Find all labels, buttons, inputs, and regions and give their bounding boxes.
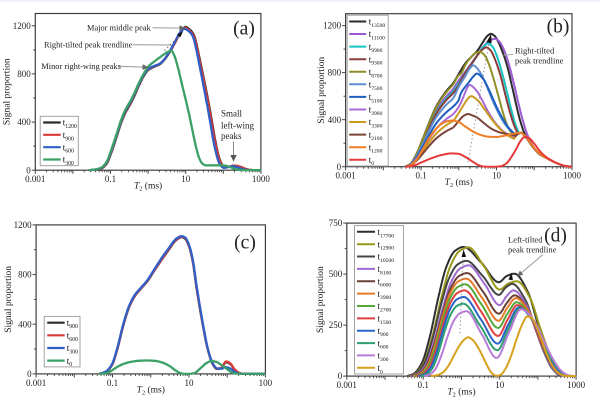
svg-text:Left-tilted: Left-tilted — [508, 234, 543, 244]
svg-text:500: 500 — [329, 269, 343, 279]
svg-text:peaks: peaks — [221, 131, 242, 141]
svg-text:0.1: 0.1 — [105, 174, 116, 184]
svg-text:(a): (a) — [233, 19, 255, 40]
svg-text:100: 100 — [259, 378, 273, 388]
svg-text:0.1: 0.1 — [107, 378, 118, 388]
svg-text:1200: 1200 — [13, 21, 32, 31]
svg-text:0.001: 0.001 — [337, 380, 357, 390]
svg-text:Signal proportion: Signal proportion — [317, 57, 327, 124]
svg-text:0.1: 0.1 — [418, 380, 429, 390]
svg-text:0.001: 0.001 — [25, 174, 45, 184]
svg-text:T2 (ms): T2 (ms) — [447, 387, 475, 399]
svg-text:0.001: 0.001 — [26, 378, 46, 388]
svg-text:1000: 1000 — [252, 174, 271, 184]
svg-text:left-wing: left-wing — [221, 121, 254, 131]
svg-text:Right-tilted: Right-tilted — [515, 46, 555, 56]
svg-text:(b): (b) — [547, 17, 570, 38]
svg-text:(c): (c) — [234, 233, 256, 254]
svg-text:400: 400 — [17, 117, 31, 127]
svg-text:10: 10 — [185, 378, 195, 388]
svg-text:Right-tilted peak trendline: Right-tilted peak trendline — [44, 41, 133, 50]
svg-text:10: 10 — [181, 174, 191, 184]
svg-text:0: 0 — [337, 162, 342, 172]
svg-text:400: 400 — [18, 319, 32, 329]
svg-text:1200: 1200 — [323, 21, 342, 31]
svg-text:T2 (ms): T2 (ms) — [137, 384, 165, 396]
svg-text:10: 10 — [495, 380, 505, 390]
svg-text:Signal proportion: Signal proportion — [4, 266, 14, 333]
svg-text:1000: 1000 — [563, 171, 582, 181]
svg-text:Small: Small — [221, 109, 243, 119]
svg-text:400: 400 — [328, 115, 342, 125]
svg-text:Major middle peak: Major middle peak — [87, 24, 152, 33]
svg-text:Minor right-wing peaks: Minor right-wing peaks — [41, 62, 121, 71]
svg-text:250: 250 — [329, 320, 343, 330]
svg-text:peak trendline: peak trendline — [515, 56, 564, 66]
svg-text:0: 0 — [27, 369, 32, 379]
svg-text:Signal proportion: Signal proportion — [3, 58, 13, 125]
svg-text:peak trendline: peak trendline — [508, 244, 557, 254]
svg-text:0: 0 — [26, 165, 31, 175]
svg-text:0: 0 — [338, 371, 343, 381]
svg-text:750: 750 — [329, 218, 343, 228]
svg-text:(d): (d) — [544, 225, 567, 246]
svg-text:1000: 1000 — [567, 380, 586, 390]
svg-text:1200: 1200 — [14, 220, 33, 230]
svg-text:0.1: 0.1 — [415, 171, 426, 181]
svg-text:Signal proportion: Signal proportion — [316, 266, 326, 333]
svg-text:T2 (ms): T2 (ms) — [445, 177, 473, 189]
svg-text:T2 (ms): T2 (ms) — [134, 181, 162, 193]
svg-text:800: 800 — [328, 68, 342, 78]
svg-text:800: 800 — [17, 69, 31, 79]
svg-text:0.001: 0.001 — [335, 171, 355, 181]
svg-text:10: 10 — [492, 171, 502, 181]
svg-text:800: 800 — [18, 270, 32, 280]
